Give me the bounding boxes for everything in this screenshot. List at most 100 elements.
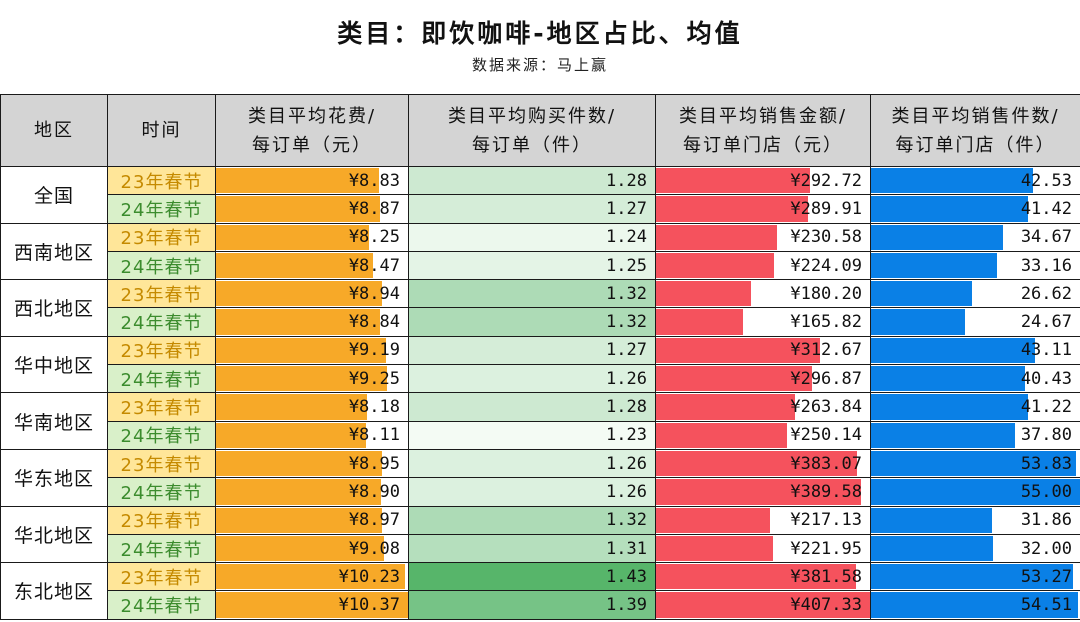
units-cell: 1.25 [408,250,656,281]
qty-cell-label: 42.53 [1020,170,1072,191]
spend-cell: ¥8.25 [215,222,409,252]
sales-cell: ¥224.09 [655,250,871,281]
qty-cell-label: 43.11 [1020,340,1072,361]
units-cell: 1.28 [408,165,656,196]
period-cell: 23年春节 [107,222,216,252]
qty-cell-bar [871,592,1079,618]
spend-cell-label: ¥8.95 [348,453,400,474]
header-avg-qty: 类目平均销售件数/每订单门店（件） [870,94,1080,167]
table-row: 华北地区 23年春节 ¥8.97 1.32 ¥217.13 31.86 [0,505,1080,564]
qty-cell: 31.86 [870,505,1080,535]
units-cell: 1.23 [408,420,656,450]
qty-cell-label: 37.80 [1020,425,1072,446]
qty-cell-label: 55.00 [1020,481,1072,502]
spend-cell-label: ¥9.08 [348,538,400,559]
qty-cell-label: 26.62 [1020,283,1072,304]
units-cell-label: 1.43 [606,566,647,587]
table-row: 华南地区 23年春节 ¥8.18 1.28 ¥263.84 41.22 [0,392,1080,450]
spend-cell-bar [216,281,382,307]
sales-cell-bar [656,564,857,590]
sales-cell-label: ¥180.20 [790,283,862,304]
sales-cell: ¥312.67 [655,335,871,366]
sales-cell-label: ¥224.09 [790,255,862,276]
sales-cell-label: ¥230.58 [790,227,862,248]
sales-cell-label: ¥165.82 [790,312,862,333]
units-cell-label: 1.28 [606,397,647,418]
header-avg-spend: 类目平均花费/每订单（元） [215,94,409,167]
units-cell: 1.26 [408,448,656,479]
units-cell: 1.27 [408,335,656,366]
qty-cell: 40.43 [870,364,1080,394]
sales-cell-label: ¥383.07 [790,453,862,474]
spend-cell-bar [216,479,381,505]
qty-cell: 41.22 [870,392,1080,422]
sales-cell-label: ¥312.67 [790,340,862,361]
chart-title: 类目：即饮咖啡-地区占比、均值 [337,19,743,48]
table-row: 24年春节 ¥10.37 1.39 ¥407.33 54.51 [1,590,1080,620]
qty-cell-label: 41.22 [1020,397,1072,418]
spend-cell-bar [216,337,387,364]
data-table: 地区 时间 类目平均花费/每订单（元） 类目平均购买件数/每订单（件） 类目平均… [0,94,1080,620]
qty-cell-bar [871,196,1029,222]
qty-cell-label: 34.67 [1020,227,1072,248]
spend-cell-label: ¥8.97 [348,510,400,531]
qty-cell-bar [871,337,1035,364]
units-cell: 1.32 [408,505,656,535]
period-cell: 24年春节 [107,420,216,450]
spend-cell-bar [216,450,382,477]
qty-cell-label: 41.42 [1020,198,1072,219]
qty-cell-bar [871,479,1080,505]
spend-cell: ¥8.11 [215,420,409,450]
units-cell: 1.26 [408,477,656,507]
sales-cell: ¥180.20 [655,279,871,309]
spend-cell: ¥9.25 [215,364,409,394]
header-row: 地区 时间 类目平均花费/每订单（元） 类目平均购买件数/每订单（件） 类目平均… [0,94,1080,167]
spend-cell-bar [216,168,380,194]
units-cell: 1.39 [408,590,656,620]
sales-cell-bar [656,479,861,505]
period-cell: 24年春节 [107,477,216,507]
units-cell: 1.24 [408,222,656,252]
qty-cell-label: 53.27 [1020,566,1072,587]
units-cell: 1.32 [408,279,656,309]
table-row: 24年春节 ¥9.25 1.26 ¥296.87 40.43 [1,364,1080,394]
table-row: 西北地区 23年春节 ¥8.94 1.32 ¥180.20 26.62 [0,279,1080,337]
qty-cell-bar [871,535,993,562]
qty-cell: 43.11 [870,335,1080,366]
units-cell: 1.31 [408,533,656,564]
sales-cell-label: ¥221.95 [790,538,862,559]
sales-cell: ¥289.91 [655,194,871,224]
period-cell: 24年春节 [107,590,216,620]
spend-cell-label: ¥10.23 [338,566,400,587]
sales-cell-label: ¥263.84 [790,397,862,418]
qty-cell-label: 54.51 [1020,595,1072,616]
units-cell-label: 1.32 [606,312,647,333]
spend-cell-label: ¥10.37 [338,595,400,616]
header-avg-units: 类目平均购买件数/每订单（件） [408,94,656,167]
sales-cell: ¥381.58 [655,562,871,592]
period-cell: 24年春节 [107,194,216,224]
spend-cell: ¥8.47 [215,250,409,281]
sales-cell: ¥217.13 [655,505,871,535]
period-cell: 23年春节 [107,165,216,196]
sales-cell-label: ¥296.87 [790,368,862,389]
sales-cell-bar [656,224,778,250]
spend-cell-bar [216,309,380,335]
qty-cell: 26.62 [870,279,1080,309]
sales-cell: ¥165.82 [655,307,871,337]
sales-cell-label: ¥389.58 [790,481,862,502]
qty-cell: 33.16 [870,250,1080,281]
sales-cell-label: ¥292.72 [790,170,862,191]
period-cell: 24年春节 [107,250,216,281]
spend-cell-bar [216,422,367,448]
qty-cell-bar [871,507,993,533]
sales-cell: ¥250.14 [655,420,871,450]
spend-cell: ¥9.08 [215,533,409,564]
header-region: 地区 [0,94,108,167]
sales-cell-bar [656,337,821,364]
spend-cell: ¥8.83 [215,165,409,196]
table-row: 24年春节 ¥8.84 1.32 ¥165.82 24.67 [1,307,1080,337]
sales-cell-label: ¥289.91 [790,198,862,219]
spend-cell: ¥8.97 [215,505,409,535]
qty-cell: 55.00 [870,477,1080,507]
